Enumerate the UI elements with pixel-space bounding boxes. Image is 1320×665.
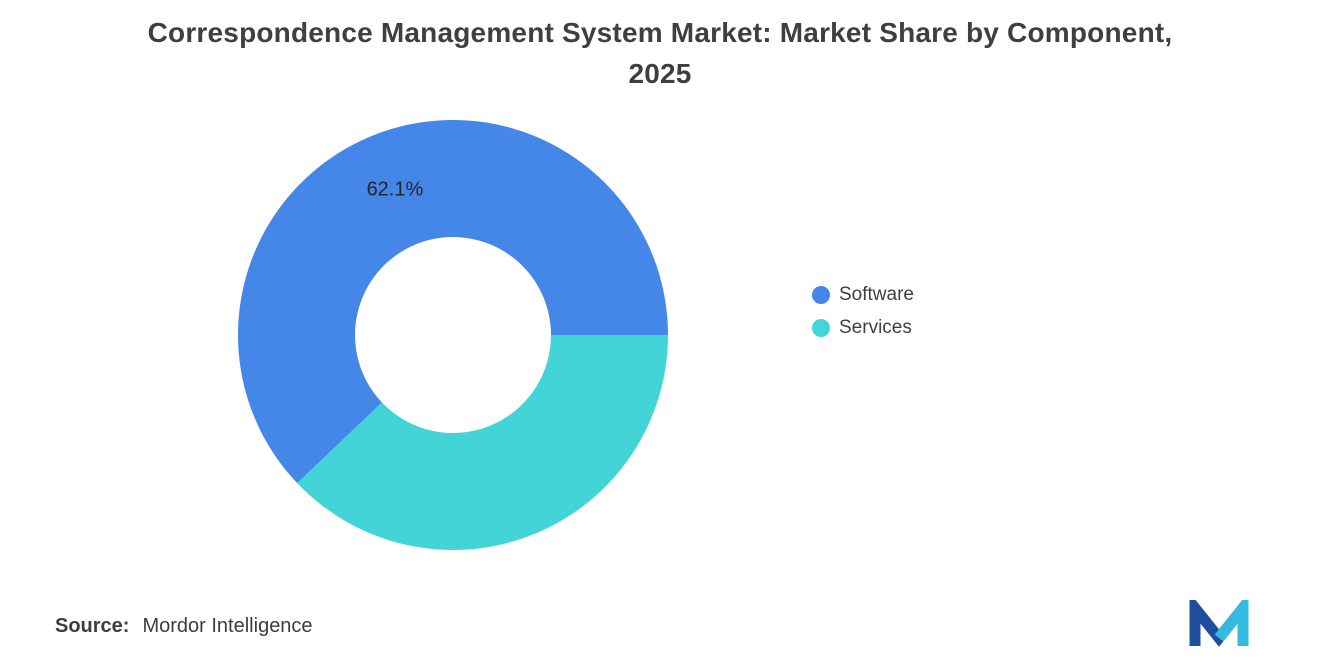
chart-title-line1: Correspondence Management System Market:… (147, 17, 1173, 48)
mordor-intelligence-logo (1188, 600, 1250, 648)
legend-label-software: Software (839, 284, 914, 305)
slice-label-software: 62.1% (366, 178, 424, 201)
donut-slice-software[interactable] (238, 120, 668, 484)
donut-svg (238, 120, 668, 551)
legend: Software Services (812, 284, 914, 350)
legend-item-software[interactable]: Software (812, 284, 914, 306)
source-text: Mordor Intelligence (142, 615, 313, 637)
logo-m-accent (1214, 600, 1249, 646)
source-note: Source: Mordor Intelligence (55, 615, 313, 638)
legend-label-services: Services (839, 317, 912, 338)
chart-title-line2: 2025 (628, 58, 692, 89)
donut-chart: 62.1% (238, 118, 668, 552)
donut-slice-services[interactable] (297, 335, 668, 551)
legend-swatch-services (812, 319, 830, 337)
chart-title: Correspondence Management System Market:… (70, 12, 1250, 94)
legend-item-services[interactable]: Services (812, 317, 914, 339)
source-prefix: Source: (55, 615, 130, 637)
legend-swatch-software (812, 286, 830, 304)
